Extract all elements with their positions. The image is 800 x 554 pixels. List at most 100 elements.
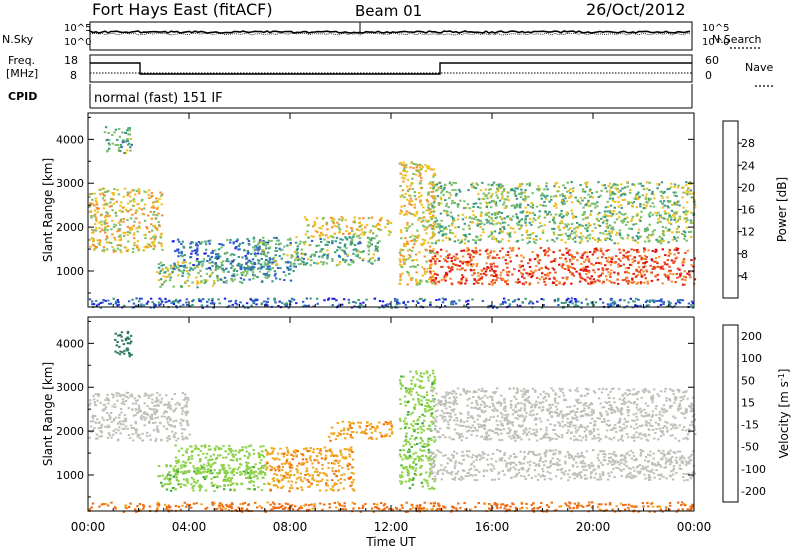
cell — [281, 462, 284, 465]
cell — [251, 258, 255, 261]
cell — [114, 416, 118, 419]
cell — [133, 241, 136, 244]
cell — [161, 283, 164, 286]
cell — [302, 241, 305, 244]
cell — [95, 433, 98, 436]
cell — [246, 265, 250, 267]
cell — [469, 268, 473, 271]
cell — [265, 304, 268, 307]
cell — [115, 200, 118, 203]
cell — [204, 444, 207, 447]
cell — [132, 402, 135, 405]
cell — [173, 433, 176, 436]
cpid-text: normal (fast) 151 IF — [94, 91, 223, 106]
cell — [451, 283, 454, 286]
cell — [581, 199, 584, 202]
cell — [114, 350, 117, 353]
cell — [576, 226, 579, 229]
cell — [289, 242, 292, 244]
cell — [531, 220, 534, 223]
cell — [666, 259, 669, 262]
cell — [181, 270, 184, 273]
cell — [187, 458, 190, 461]
cell — [552, 251, 555, 254]
cell — [153, 408, 156, 411]
cell — [123, 152, 126, 154]
cell — [89, 399, 92, 402]
cell — [100, 435, 103, 438]
cell — [670, 259, 674, 262]
cell — [461, 267, 464, 270]
cell — [606, 200, 609, 203]
cell — [574, 240, 577, 243]
cell — [398, 258, 401, 261]
cell — [378, 240, 381, 243]
cell — [348, 455, 352, 458]
cell — [223, 469, 227, 472]
cell — [544, 204, 548, 207]
cell — [101, 187, 104, 190]
cell — [585, 186, 589, 188]
cell — [106, 215, 110, 218]
cell — [513, 204, 516, 207]
cell — [559, 257, 563, 260]
cell — [564, 276, 568, 279]
cell — [306, 460, 309, 463]
cell — [402, 302, 405, 304]
cell — [270, 239, 273, 242]
cell — [240, 483, 244, 486]
cell — [587, 269, 591, 272]
cell — [612, 192, 616, 195]
cell — [531, 274, 534, 277]
cell — [137, 408, 141, 411]
cell — [175, 298, 178, 301]
cell — [186, 481, 190, 484]
cell — [466, 253, 470, 256]
cell — [538, 278, 542, 281]
cell — [124, 339, 128, 342]
cell — [115, 394, 119, 397]
cell — [521, 264, 524, 267]
cell — [419, 187, 423, 190]
cell — [253, 470, 257, 473]
cell — [114, 144, 117, 146]
cell — [105, 235, 109, 238]
cell — [268, 260, 271, 263]
cell — [186, 423, 189, 426]
cell — [514, 194, 518, 197]
cell — [405, 210, 408, 213]
cell — [132, 247, 135, 250]
cell — [284, 274, 287, 277]
cell — [107, 142, 111, 145]
cell — [449, 194, 452, 197]
cell — [185, 401, 189, 404]
cell — [545, 267, 548, 269]
cell — [183, 264, 187, 267]
cell — [406, 178, 410, 181]
cell — [302, 263, 306, 266]
cell — [530, 270, 533, 273]
cell — [457, 239, 460, 242]
cell — [157, 221, 160, 224]
cell — [149, 245, 153, 248]
cell — [673, 236, 676, 239]
cell — [259, 445, 262, 448]
cell — [462, 249, 466, 252]
cell — [324, 458, 327, 461]
cell — [93, 229, 96, 232]
cell — [507, 199, 510, 202]
cell — [441, 233, 445, 236]
cell — [588, 251, 592, 253]
cell — [550, 195, 553, 198]
cell — [556, 190, 559, 193]
cell — [191, 250, 194, 253]
cell — [515, 203, 519, 206]
cell — [495, 240, 499, 243]
cell — [174, 465, 177, 468]
cell — [283, 245, 286, 248]
cell — [545, 198, 548, 201]
cell — [423, 239, 427, 242]
cell — [95, 218, 98, 221]
cell — [126, 342, 129, 345]
cell — [511, 249, 515, 252]
